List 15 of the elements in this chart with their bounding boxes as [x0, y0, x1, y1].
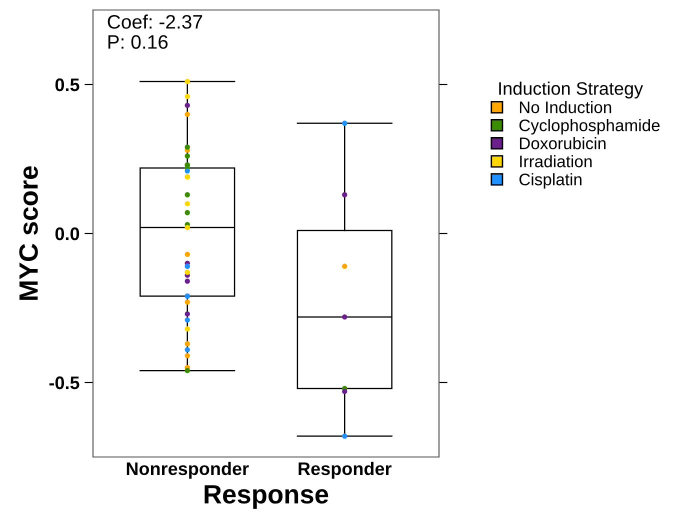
y-tick-label: 0.0	[55, 227, 80, 240]
annotation: Coef: -2.37	[108, 14, 202, 29]
x-tick-label: Nonresponder	[126, 462, 249, 479]
legend-label: Cisplatin	[519, 173, 582, 189]
y-axis-title: MYC score	[19, 166, 38, 300]
legend-label: No Induction	[520, 100, 612, 114]
legend-label: Cyclophosphamide	[519, 119, 660, 135]
x-axis-title: Response	[204, 485, 328, 509]
y-tick-label: 0.5	[55, 78, 80, 92]
legend-title: Induction Strategy	[499, 82, 644, 98]
x-tick-label: Responder	[298, 462, 392, 479]
y-tick-label: -0.5	[49, 376, 80, 390]
annotation: P: 0.16	[108, 35, 168, 49]
legend-label: Doxorubicin	[520, 137, 606, 150]
legend-label: Irradiation	[520, 155, 592, 168]
